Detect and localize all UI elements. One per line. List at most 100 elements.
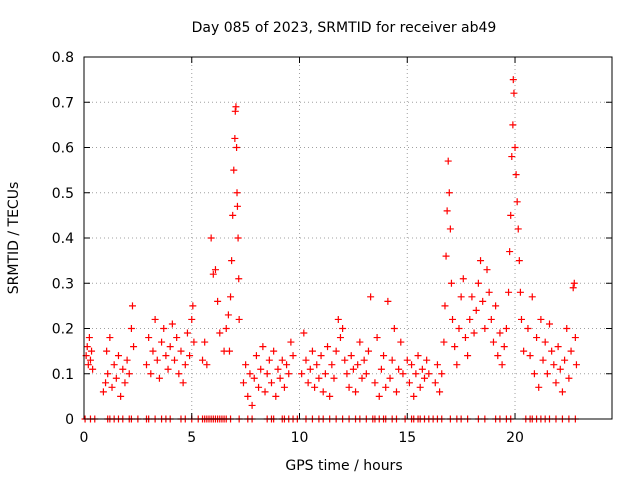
data-point — [438, 370, 446, 378]
data-point — [502, 325, 510, 332]
data-point — [84, 361, 92, 369]
data-point — [343, 370, 351, 378]
data-point — [373, 334, 381, 342]
data-point — [130, 343, 138, 351]
data-point — [108, 383, 116, 391]
data-point — [225, 347, 233, 355]
data-point — [103, 347, 111, 355]
data-point — [283, 361, 291, 369]
data-point — [377, 365, 385, 373]
data-point — [356, 338, 364, 346]
data-point — [405, 379, 413, 387]
data-point — [516, 288, 524, 296]
data-point — [380, 352, 388, 360]
data-point — [494, 352, 502, 360]
data-point — [123, 356, 131, 364]
data-point — [252, 352, 260, 360]
data-point — [230, 166, 238, 174]
y-tick-label: 0.4 — [52, 231, 74, 247]
data-point — [367, 293, 375, 301]
data-point — [354, 361, 362, 369]
y-tick-label: 0.5 — [52, 186, 74, 202]
data-point — [461, 334, 469, 342]
data-point — [492, 302, 500, 310]
data-point — [425, 370, 433, 378]
data-point — [445, 189, 453, 197]
data-point — [85, 334, 93, 342]
data-point — [321, 370, 329, 378]
data-point — [345, 383, 353, 391]
data-point — [246, 370, 254, 378]
data-point — [570, 279, 578, 287]
data-point — [514, 225, 522, 233]
data-point — [431, 379, 439, 387]
data-point — [201, 338, 209, 346]
data-point — [153, 356, 161, 364]
grid-lines — [84, 57, 612, 419]
data-point — [442, 252, 450, 260]
data-point — [390, 325, 398, 332]
data-point — [509, 76, 517, 84]
data-point — [517, 315, 525, 323]
data-point — [285, 370, 293, 378]
data-point — [166, 343, 174, 351]
data-point — [477, 257, 485, 265]
data-point — [459, 275, 467, 283]
data-point — [395, 365, 403, 373]
data-point — [418, 365, 426, 373]
data-point — [421, 374, 429, 382]
data-point — [449, 315, 457, 323]
data-point — [468, 293, 476, 301]
data-point — [147, 370, 155, 378]
data-point — [235, 275, 243, 283]
data-point — [412, 370, 420, 378]
data-point — [186, 352, 194, 360]
data-point — [276, 374, 284, 382]
data-point — [317, 352, 325, 360]
data-point — [371, 379, 379, 387]
data-point — [457, 293, 465, 301]
data-point — [287, 338, 295, 346]
data-point — [272, 392, 280, 400]
data-point — [231, 134, 239, 142]
y-axis-title: SRMTID / TECUs — [6, 182, 22, 295]
data-point — [441, 302, 449, 310]
data-point — [244, 392, 252, 400]
data-point — [416, 383, 424, 391]
data-point — [341, 356, 349, 364]
data-point — [481, 325, 489, 332]
data-point — [535, 383, 543, 391]
data-point — [537, 315, 545, 323]
x-tick-label: 5 — [187, 430, 196, 446]
data-point — [506, 248, 514, 256]
data-point — [259, 343, 267, 351]
data-point — [352, 388, 360, 396]
data-point — [255, 383, 263, 391]
y-tick-label: 0.2 — [52, 322, 74, 338]
data-point — [128, 302, 136, 310]
data-point — [102, 379, 110, 387]
data-point — [512, 171, 520, 179]
data-point — [207, 234, 215, 242]
x-tick-label: 15 — [398, 430, 416, 446]
data-point — [232, 103, 240, 111]
y-tick-label: 0.8 — [52, 50, 74, 66]
data-point — [507, 211, 515, 219]
data-point — [433, 361, 441, 369]
data-point — [315, 374, 323, 382]
data-point — [349, 365, 357, 373]
data-point — [332, 347, 340, 355]
data-point — [474, 279, 482, 287]
data-point — [546, 320, 554, 328]
axis-ticks: 0 0.1 0.2 0.3 0.4 0.5 0.6 0.7 0.8 0 5 10 15 20 — [52, 50, 612, 446]
data-point — [528, 293, 536, 301]
data-point — [509, 121, 517, 129]
data-point — [278, 356, 286, 364]
x-tick-label: 10 — [291, 430, 309, 446]
data-point — [224, 311, 232, 319]
data-point — [177, 347, 185, 355]
data-point — [384, 297, 392, 305]
y-tick-label: 0.3 — [52, 276, 74, 292]
data-point — [164, 365, 172, 373]
data-point — [436, 388, 444, 396]
